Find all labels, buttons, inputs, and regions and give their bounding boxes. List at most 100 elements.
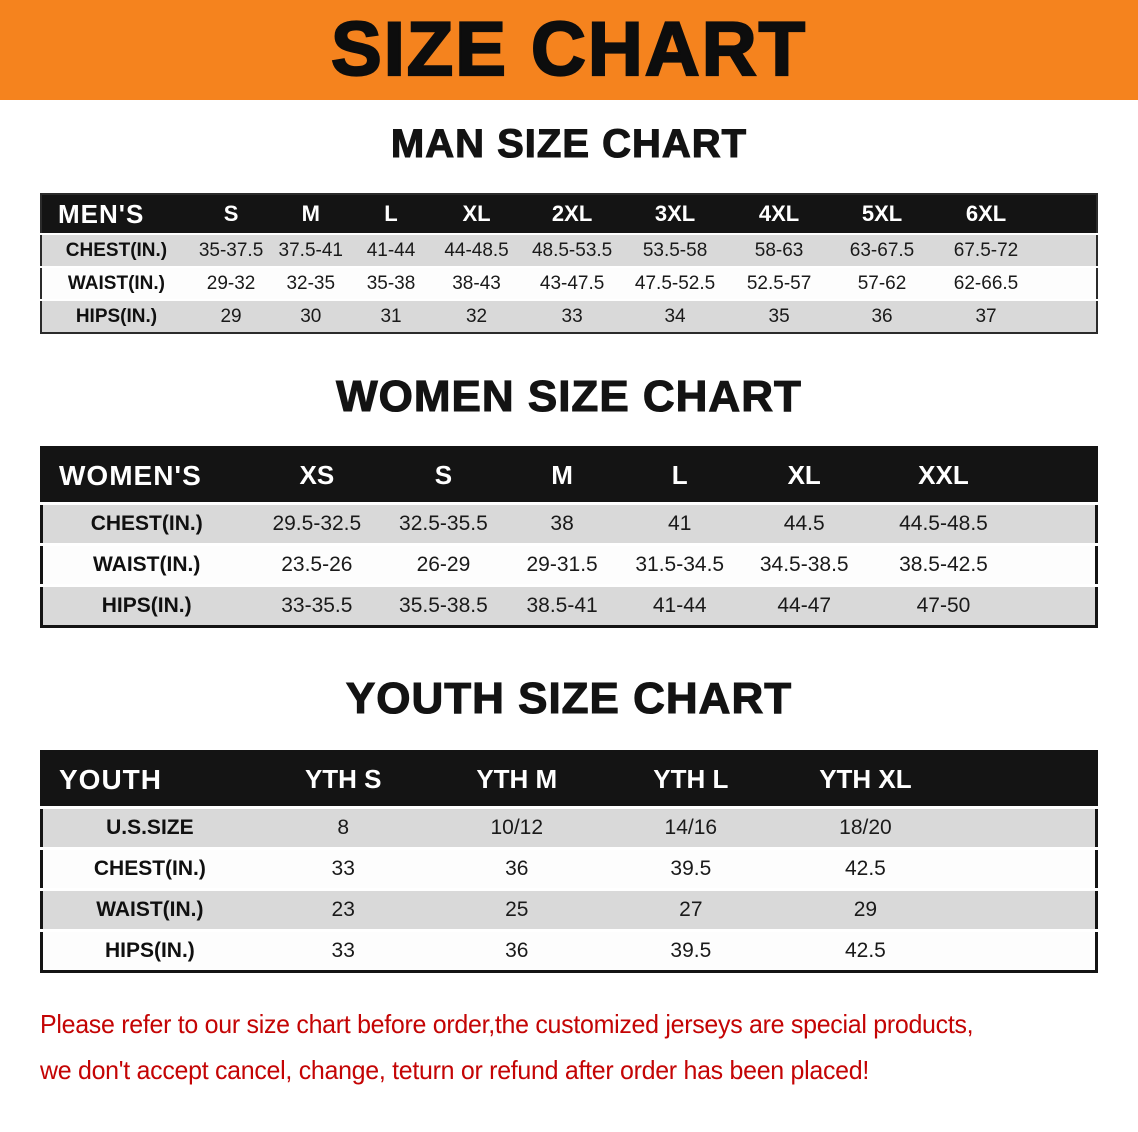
column-header: YTH L [603, 751, 778, 808]
women-table-title: WOMEN'S [41, 447, 251, 504]
size-cell: 29 [220, 305, 242, 327]
size-cell: 31.5-34.5 [635, 553, 725, 576]
youth-header-row: YOUTH YTH S YTH M YTH L YTH XL [41, 751, 1097, 808]
men-hips-row: HIPS(IN.) 29 30 31 32 33 34 35 36 37 [41, 300, 1097, 333]
youth-size-table: YOUTH YTH S YTH M YTH L YTH XL U.S.SIZE … [40, 750, 1098, 973]
size-cell: 62-66.5 [953, 272, 1019, 294]
column-header: L [620, 447, 739, 504]
size-cell: 18/20 [839, 816, 892, 839]
size-cell: 34.5-38.5 [759, 553, 849, 576]
size-cell: 39.5 [670, 939, 712, 962]
spacer-cell [1039, 300, 1097, 333]
size-cell: 41-44 [652, 594, 707, 617]
size-cell: 37.5-41 [278, 239, 343, 261]
youth-ussize-row: U.S.SIZE 8 10/12 14/16 18/20 [41, 807, 1097, 849]
size-cell: 63-67.5 [849, 239, 915, 261]
size-cell: 42.5 [844, 939, 886, 962]
size-cell: 44.5-48.5 [899, 512, 988, 535]
spacer-cell [953, 931, 1097, 972]
size-cell: 36 [505, 857, 529, 880]
row-label: CHEST(IN.) [90, 512, 203, 535]
size-cell: 41-44 [366, 239, 416, 261]
women-size-table: WOMEN'S XS S M L XL XXL CHEST(IN.) 29.5-… [40, 446, 1098, 628]
row-label: HIPS(IN.) [75, 305, 158, 327]
size-cell: 36 [871, 305, 893, 327]
spacer-cell [953, 849, 1097, 890]
row-label: WAIST(IN.) [96, 898, 204, 921]
column-header: YTH M [429, 751, 604, 808]
men-waist-row: WAIST(IN.) 29-32 32-35 35-38 38-43 43-47… [41, 267, 1097, 300]
spacer-cell [1039, 267, 1097, 300]
size-cell: 29.5-32.5 [272, 512, 362, 535]
column-header: XXL [869, 447, 1018, 504]
column-header: M [271, 194, 351, 234]
size-chart-page: SIZE CHART MAN SIZE CHART MEN'S S M L XL… [0, 0, 1138, 1093]
banner: SIZE CHART [0, 0, 1138, 100]
youth-section: YOUTH SIZE CHART YOUTH YTH S YTH M YTH L… [0, 628, 1138, 973]
size-cell: 36 [505, 939, 529, 962]
page-title: SIZE CHART [330, 7, 807, 92]
size-cell: 32 [465, 305, 488, 327]
men-heading: MAN SIZE CHART [390, 121, 748, 166]
size-cell: 33-35.5 [281, 594, 353, 617]
women-hips-row: HIPS(IN.) 33-35.5 35.5-38.5 38.5-41 41-4… [41, 585, 1097, 627]
size-cell: 38-43 [452, 272, 501, 294]
disclaimer-line-2: we don't accept cancel, change, teturn o… [40, 1055, 870, 1085]
men-size-table: MEN'S S M L XL 2XL 3XL 4XL 5XL 6XL CHEST… [40, 193, 1098, 334]
size-cell: 23 [331, 898, 355, 921]
size-cell: 29 [853, 898, 878, 921]
size-cell: 42.5 [844, 857, 886, 880]
column-header: S [190, 194, 272, 234]
spacer-cell [953, 890, 1097, 931]
size-cell: 53.5-58 [642, 239, 708, 261]
youth-chest-row: CHEST(IN.) 33 36 39.5 42.5 [41, 848, 1097, 890]
size-cell: 35 [768, 305, 790, 327]
column-header: 2XL [521, 194, 623, 234]
youth-heading: YOUTH SIZE CHART [345, 673, 793, 723]
column-header: S [383, 447, 504, 504]
disclaimer-line-1: Please refer to our size chart before or… [40, 1009, 974, 1039]
size-cell: 44.5 [783, 512, 825, 535]
size-cell: 26-29 [416, 553, 471, 576]
size-cell: 14/16 [664, 816, 718, 839]
size-cell: 39.5 [670, 857, 712, 880]
row-label: HIPS(IN.) [101, 594, 192, 617]
size-cell: 30 [300, 305, 322, 327]
men-section: MAN SIZE CHART MEN'S S M L XL 2XL 3XL 4X… [0, 100, 1138, 334]
women-header-row: WOMEN'S XS S M L XL XXL [41, 447, 1097, 504]
size-cell: 47.5-52.5 [634, 272, 716, 294]
size-cell: 38.5-42.5 [899, 553, 988, 576]
size-cell: 67.5-72 [953, 239, 1019, 261]
size-cell: 43-47.5 [539, 272, 605, 294]
women-heading: WOMEN SIZE CHART [336, 371, 802, 421]
column-header: 3XL [622, 194, 728, 234]
size-cell: 41 [668, 512, 692, 535]
column-header: L [350, 194, 432, 234]
disclaimer: Please refer to our size chart before or… [40, 1001, 1138, 1093]
youth-table-title: YOUTH [41, 751, 257, 808]
size-cell: 58-63 [754, 239, 804, 261]
column-header: XL [738, 447, 870, 504]
spacer-cell [1038, 194, 1097, 234]
size-cell: 33 [331, 939, 355, 962]
row-label: U.S.SIZE [106, 816, 194, 839]
size-cell: 29-31.5 [526, 553, 598, 576]
size-cell: 31 [380, 305, 402, 327]
women-waist-row: WAIST(IN.) 23.5-26 26-29 29-31.5 31.5-34… [41, 544, 1097, 586]
youth-hips-row: HIPS(IN.) 33 36 39.5 42.5 [41, 930, 1097, 972]
size-cell: 52.5-57 [746, 272, 812, 294]
column-header: XL [431, 194, 522, 234]
size-cell: 35-37.5 [198, 239, 264, 261]
row-label: WAIST(IN.) [93, 553, 201, 576]
size-cell: 44-47 [777, 594, 832, 617]
size-cell: 35-38 [366, 272, 416, 294]
size-cell: 27 [679, 898, 703, 921]
size-cell: 34 [664, 305, 686, 327]
size-cell: 44-48.5 [444, 239, 509, 261]
spacer-cell [1017, 504, 1096, 545]
column-header: 6XL [933, 194, 1039, 234]
size-cell: 32-35 [286, 272, 336, 294]
spacer-cell [1017, 545, 1096, 586]
size-cell: 38 [550, 512, 574, 535]
column-header: YTH XL [777, 751, 953, 808]
